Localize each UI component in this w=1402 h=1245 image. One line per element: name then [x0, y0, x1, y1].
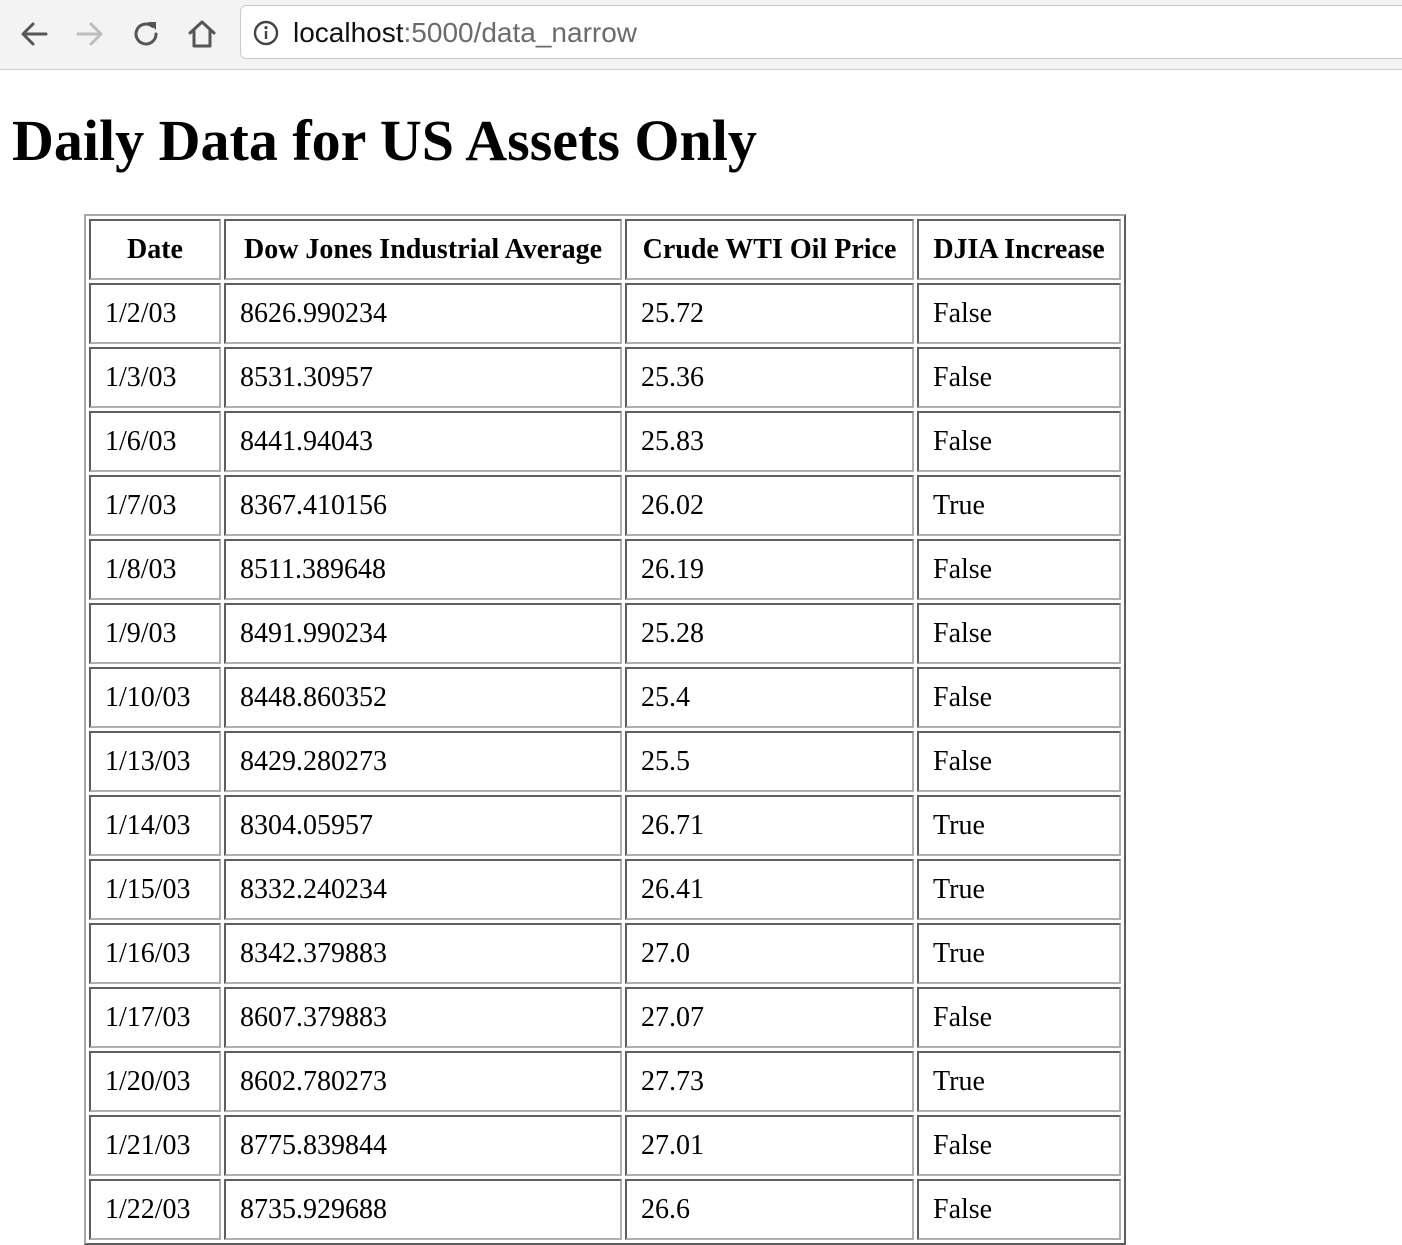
cell-date: 1/9/03 — [89, 603, 221, 664]
cell-djia-increase: False — [917, 667, 1121, 728]
home-icon — [188, 20, 216, 48]
cell-oil-price: 26.41 — [625, 859, 914, 920]
cell-djia-increase: True — [917, 859, 1121, 920]
cell-djia: 8626.990234 — [224, 283, 622, 344]
cell-djia: 8491.990234 — [224, 603, 622, 664]
cell-date: 1/17/03 — [89, 987, 221, 1048]
cell-djia: 8511.389648 — [224, 539, 622, 600]
cell-djia: 8429.280273 — [224, 731, 622, 792]
reload-icon — [134, 22, 158, 46]
cell-oil-price: 25.83 — [625, 411, 914, 472]
cell-oil-price: 27.01 — [625, 1115, 914, 1176]
cell-oil-price: 26.6 — [625, 1179, 914, 1240]
table-row: 1/21/03 8775.839844 27.01 False — [89, 1115, 1121, 1176]
table-row: 1/8/03 8511.389648 26.19 False — [89, 539, 1121, 600]
cell-oil-price: 25.72 — [625, 283, 914, 344]
cell-djia: 8441.94043 — [224, 411, 622, 472]
cell-djia-increase: True — [917, 475, 1121, 536]
header-oil-price: Crude WTI Oil Price — [625, 219, 914, 280]
table-row: 1/13/03 8429.280273 25.5 False — [89, 731, 1121, 792]
table-row: 1/22/03 8735.929688 26.6 False — [89, 1179, 1121, 1240]
cell-djia: 8775.839844 — [224, 1115, 622, 1176]
cell-djia-increase: True — [917, 1051, 1121, 1112]
cell-djia: 8342.379883 — [224, 923, 622, 984]
arrow-left-icon — [21, 22, 48, 46]
cell-oil-price: 26.02 — [625, 475, 914, 536]
cell-djia-increase: False — [917, 987, 1121, 1048]
cell-djia-increase: False — [917, 283, 1121, 344]
address-bar[interactable]: localhost:5000/data_narrow — [240, 5, 1402, 59]
table-header-row: Date Dow Jones Industrial Average Crude … — [89, 219, 1121, 280]
cell-djia-increase: True — [917, 923, 1121, 984]
cell-djia: 8448.860352 — [224, 667, 622, 728]
home-button[interactable] — [182, 14, 222, 54]
table-row: 1/16/03 8342.379883 27.0 True — [89, 923, 1121, 984]
cell-oil-price: 27.07 — [625, 987, 914, 1048]
cell-djia-increase: False — [917, 731, 1121, 792]
cell-oil-price: 27.0 — [625, 923, 914, 984]
arrow-right-icon — [76, 22, 103, 46]
cell-date: 1/2/03 — [89, 283, 221, 344]
table-row: 1/6/03 8441.94043 25.83 False — [89, 411, 1121, 472]
cell-oil-price: 26.19 — [625, 539, 914, 600]
cell-djia: 8367.410156 — [224, 475, 622, 536]
info-icon[interactable] — [253, 20, 279, 46]
table-row: 1/15/03 8332.240234 26.41 True — [89, 859, 1121, 920]
cell-oil-price: 27.73 — [625, 1051, 914, 1112]
cell-oil-price: 25.36 — [625, 347, 914, 408]
cell-date: 1/20/03 — [89, 1051, 221, 1112]
cell-djia: 8531.30957 — [224, 347, 622, 408]
url-text[interactable]: localhost:5000/data_narrow — [293, 18, 637, 48]
url-host: localhost — [293, 17, 404, 48]
table-body: 1/2/03 8626.990234 25.72 False 1/3/03 8531.30… — [89, 283, 1121, 1240]
header-djia: Dow Jones Industrial Average — [224, 219, 622, 280]
cell-djia-increase: False — [917, 347, 1121, 408]
cell-oil-price: 25.28 — [625, 603, 914, 664]
forward-button[interactable] — [70, 14, 110, 54]
reload-button[interactable] — [126, 14, 166, 54]
header-djia-increase: DJIA Increase — [917, 219, 1121, 280]
cell-djia-increase: False — [917, 1115, 1121, 1176]
cell-date: 1/21/03 — [89, 1115, 221, 1176]
cell-date: 1/6/03 — [89, 411, 221, 472]
cell-date: 1/7/03 — [89, 475, 221, 536]
cell-djia-increase: False — [917, 539, 1121, 600]
cell-date: 1/3/03 — [89, 347, 221, 408]
cell-djia-increase: False — [917, 1179, 1121, 1240]
browser-toolbar: localhost:5000/data_narrow — [0, 0, 1402, 70]
back-button[interactable] — [14, 14, 54, 54]
cell-oil-price: 26.71 — [625, 795, 914, 856]
cell-djia: 8304.05957 — [224, 795, 622, 856]
cell-date: 1/13/03 — [89, 731, 221, 792]
table-row: 1/7/03 8367.410156 26.02 True — [89, 475, 1121, 536]
table-row: 1/17/03 8607.379883 27.07 False — [89, 987, 1121, 1048]
cell-djia: 8735.929688 — [224, 1179, 622, 1240]
table-row: 1/10/03 8448.860352 25.4 False — [89, 667, 1121, 728]
cell-djia: 8602.780273 — [224, 1051, 622, 1112]
cell-date: 1/10/03 — [89, 667, 221, 728]
cell-djia-increase: False — [917, 603, 1121, 664]
table-row: 1/20/03 8602.780273 27.73 True — [89, 1051, 1121, 1112]
cell-djia: 8607.379883 — [224, 987, 622, 1048]
cell-date: 1/16/03 — [89, 923, 221, 984]
table-row: 1/9/03 8491.990234 25.28 False — [89, 603, 1121, 664]
cell-djia: 8332.240234 — [224, 859, 622, 920]
cell-date: 1/14/03 — [89, 795, 221, 856]
url-path: :5000/data_narrow — [403, 17, 638, 48]
table-row: 1/14/03 8304.05957 26.71 True — [89, 795, 1121, 856]
cell-djia-increase: False — [917, 411, 1121, 472]
cell-djia-increase: True — [917, 795, 1121, 856]
cell-date: 1/8/03 — [89, 539, 221, 600]
cell-oil-price: 25.5 — [625, 731, 914, 792]
table-row: 1/3/03 8531.30957 25.36 False — [89, 347, 1121, 408]
header-date: Date — [89, 219, 221, 280]
cell-date: 1/15/03 — [89, 859, 221, 920]
page-title: Daily Data for US Assets Only — [12, 108, 757, 173]
cell-oil-price: 25.4 — [625, 667, 914, 728]
data-table: Date Dow Jones Industrial Average Crude … — [84, 214, 1126, 1245]
cell-date: 1/22/03 — [89, 1179, 221, 1240]
table-row: 1/2/03 8626.990234 25.72 False — [89, 283, 1121, 344]
